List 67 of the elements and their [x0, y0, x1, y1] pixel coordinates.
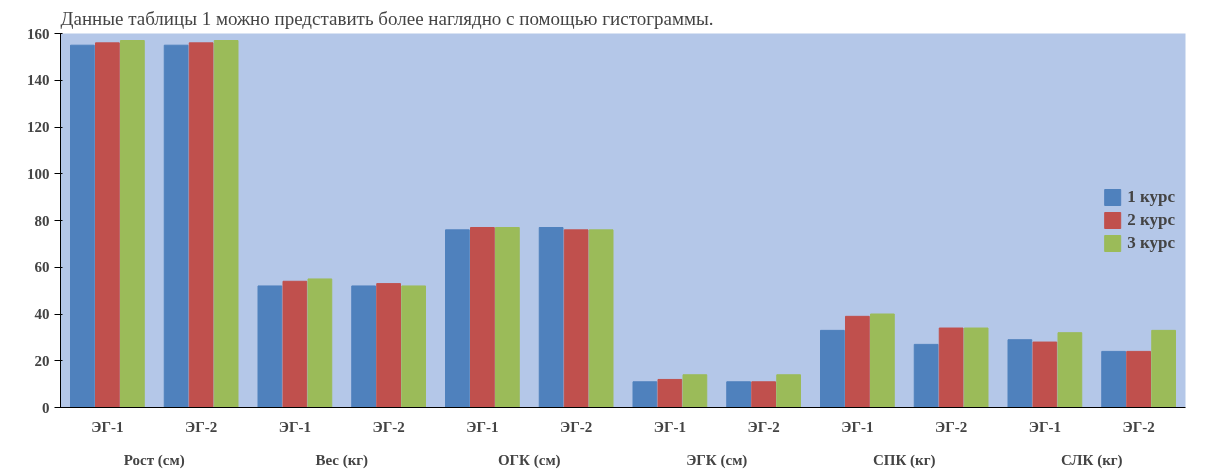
bar: [1151, 329, 1176, 408]
x-tick-label: ЭГ-1: [841, 418, 874, 435]
bar: [376, 283, 401, 408]
x-tick-label: ЭГ-2: [372, 418, 405, 435]
bar: [1126, 350, 1151, 408]
bar: [401, 285, 426, 408]
text: ОГК (см): [497, 451, 561, 469]
bar: [70, 44, 95, 408]
bar: [632, 381, 658, 408]
bar: [282, 280, 308, 408]
legend-label: 2 курс: [1127, 210, 1175, 230]
text: СПК (кг): [872, 451, 936, 469]
bar: [1007, 339, 1033, 408]
y-tick-label: 40: [34, 306, 50, 322]
x-tick-label: ЭГ-1: [653, 418, 686, 435]
text: Рост (см): [123, 451, 185, 469]
x-tick-label: ЭГ-1: [91, 418, 124, 435]
bar: [1101, 350, 1126, 408]
bar: [776, 374, 801, 408]
bar: [657, 378, 683, 408]
x-tick-label: ЭГ-2: [185, 418, 218, 435]
bar: [307, 278, 333, 408]
bar: [726, 381, 751, 408]
bar: [870, 313, 895, 408]
text: ЭГК (см): [686, 451, 748, 469]
text: Вес (кг): [315, 451, 369, 469]
bar: [563, 229, 589, 408]
x-tick-label: ЭГ-2: [560, 418, 593, 435]
bar: [682, 374, 708, 408]
bar: [538, 227, 564, 408]
bar: [1057, 332, 1083, 408]
x-tick-label: ЭГ-1: [278, 418, 311, 435]
bar: [470, 227, 495, 408]
y-tick-label: 60: [34, 259, 50, 276]
bar: [95, 42, 120, 408]
x-tick-label: ЭГ-2: [935, 418, 968, 435]
x-tick-label: ЭГ-1: [466, 418, 499, 435]
bar: [188, 42, 214, 408]
bar: [257, 285, 283, 408]
bar: [963, 327, 989, 408]
bar: [588, 229, 614, 408]
legend-label: 3 курс: [1127, 233, 1175, 253]
bar: [845, 315, 870, 408]
bar: [938, 327, 964, 408]
bar: [1032, 341, 1058, 408]
y-tick-label: 20: [34, 352, 50, 369]
y-tick-label: 100: [27, 165, 50, 182]
y-tick-label: 120: [27, 119, 50, 135]
y-tick-label: 160: [27, 25, 50, 42]
bar: [751, 381, 776, 408]
bar: [213, 40, 239, 408]
y-tick-label: 140: [27, 72, 50, 89]
bar: [163, 44, 189, 408]
bar: [351, 285, 376, 408]
bar: [495, 227, 520, 408]
bar: [445, 229, 470, 408]
y-tick-label: 0: [42, 399, 50, 416]
y-tick-label: 80: [34, 212, 50, 229]
bar: [913, 343, 939, 408]
bar: [820, 329, 845, 408]
chart-title: Данные таблицы 1 можно представить более наглядно с помощью гистограммы.: [60, 7, 714, 29]
x-tick-label: ЭГ-1: [1028, 418, 1061, 435]
x-tick-label: ЭГ-2: [1122, 418, 1155, 435]
legend-label: 1 курс: [1127, 187, 1175, 207]
bar: [120, 40, 145, 408]
x-tick-label: ЭГ-2: [747, 418, 780, 435]
text: СЛК (кг): [1060, 451, 1123, 469]
